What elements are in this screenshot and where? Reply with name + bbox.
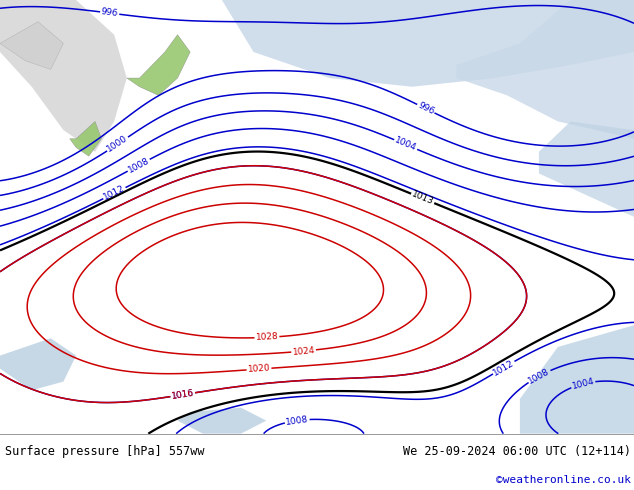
Text: 996: 996: [101, 7, 119, 19]
Text: 996: 996: [416, 101, 436, 117]
Polygon shape: [0, 22, 63, 70]
Text: 1008: 1008: [126, 156, 151, 174]
Polygon shape: [127, 35, 190, 96]
Text: 1016: 1016: [171, 389, 195, 401]
Text: Surface pressure [hPa] 557ww: Surface pressure [hPa] 557ww: [5, 445, 205, 458]
Text: ©weatheronline.co.uk: ©weatheronline.co.uk: [496, 475, 631, 485]
Polygon shape: [520, 325, 634, 434]
Text: 1012: 1012: [491, 358, 516, 377]
Text: 1013: 1013: [410, 190, 435, 207]
Text: We 25-09-2024 06:00 UTC (12+114): We 25-09-2024 06:00 UTC (12+114): [403, 445, 631, 458]
Polygon shape: [0, 338, 76, 390]
Polygon shape: [456, 0, 634, 139]
Text: 1028: 1028: [256, 332, 278, 343]
Polygon shape: [178, 408, 266, 434]
Polygon shape: [70, 122, 101, 156]
Text: 1008: 1008: [527, 367, 552, 386]
Text: 1000: 1000: [105, 134, 130, 154]
Text: 1024: 1024: [292, 345, 315, 357]
Text: 1012: 1012: [102, 184, 127, 202]
Text: 1020: 1020: [247, 364, 271, 374]
Text: 1004: 1004: [394, 136, 418, 153]
Polygon shape: [539, 122, 634, 217]
Polygon shape: [222, 0, 634, 87]
Polygon shape: [0, 0, 127, 152]
Text: 1004: 1004: [571, 377, 595, 391]
Text: 1008: 1008: [285, 415, 309, 427]
Text: 1016: 1016: [171, 389, 195, 401]
